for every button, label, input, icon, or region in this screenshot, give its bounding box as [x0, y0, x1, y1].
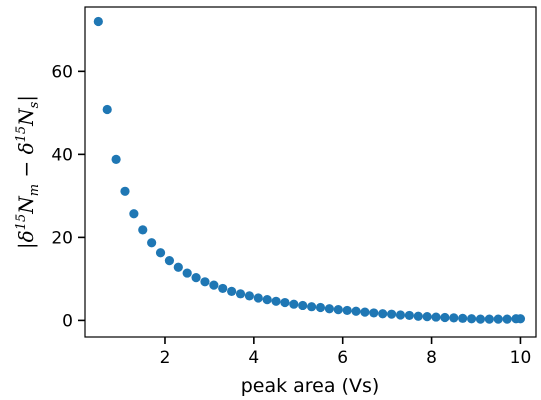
data-point	[324, 304, 334, 314]
data-point	[298, 300, 308, 311]
x-axis-ticks: 2 4 6 8 10	[160, 337, 532, 368]
data-point	[129, 209, 139, 219]
data-point	[271, 296, 281, 306]
y-axis-ticks: 0 20 40 60	[51, 62, 85, 331]
data-point	[369, 308, 379, 318]
data-point	[218, 283, 228, 294]
data-point	[244, 291, 255, 301]
data-point	[515, 314, 526, 324]
y-tick-label: 60	[51, 62, 73, 82]
y-axis-label-part: |	[14, 95, 39, 102]
x-tick-label: 2	[160, 348, 171, 368]
y-axis-label-part: m	[27, 184, 42, 196]
data-point	[440, 312, 450, 323]
data-point	[289, 299, 299, 309]
data-point	[395, 310, 406, 320]
y-axis-label-part: |δ	[14, 230, 39, 249]
data-point	[182, 268, 192, 278]
data-point	[173, 262, 183, 272]
data-points	[93, 16, 526, 324]
y-axis-label-part: 15	[14, 214, 29, 231]
data-point	[102, 104, 112, 115]
data-point	[209, 280, 219, 290]
data-point	[200, 277, 210, 287]
data-point	[138, 225, 148, 235]
plot-frame	[84, 6, 537, 338]
x-tick-label: 6	[337, 348, 348, 368]
data-point	[93, 16, 103, 27]
data-point	[431, 312, 441, 322]
data-point	[351, 306, 361, 316]
data-point	[227, 286, 237, 296]
data-point	[404, 310, 414, 321]
data-point	[360, 307, 370, 317]
data-point	[262, 295, 272, 305]
data-point	[280, 297, 290, 308]
data-point	[422, 312, 432, 322]
y-axis-label-part: N	[14, 195, 38, 215]
data-point	[458, 313, 468, 323]
data-point	[147, 238, 157, 248]
data-point	[466, 314, 477, 324]
data-point	[342, 305, 352, 316]
data-point	[235, 289, 246, 299]
x-axis-label: peak area (Vs)	[241, 375, 380, 397]
data-point	[333, 305, 343, 315]
data-point	[449, 313, 459, 323]
data-point	[315, 302, 326, 313]
data-point	[253, 293, 263, 303]
data-point	[191, 273, 201, 283]
data-point	[386, 309, 397, 319]
y-tick-label: 20	[51, 228, 73, 248]
x-tick-label: 10	[510, 348, 532, 368]
y-axis-label-part: − δ	[14, 142, 38, 184]
data-point	[164, 256, 175, 266]
y-axis-label-part: 15	[14, 126, 29, 143]
y-tick-label: 40	[51, 145, 73, 165]
y-axis-label-part: N	[14, 107, 38, 127]
x-tick-label: 8	[426, 348, 437, 368]
data-point	[413, 311, 423, 321]
data-point	[378, 309, 388, 319]
y-axis-label-part: s	[27, 101, 42, 108]
data-point	[155, 248, 166, 258]
y-tick-label: 0	[62, 311, 73, 331]
data-point	[120, 186, 130, 196]
data-point	[307, 302, 317, 312]
x-tick-label: 4	[248, 348, 259, 368]
data-point	[502, 314, 512, 324]
y-axis-label: |δ15Nm − δ15Ns|	[14, 95, 42, 249]
data-point	[475, 314, 486, 324]
data-point	[111, 154, 121, 164]
data-point	[484, 314, 494, 324]
data-point	[493, 314, 503, 324]
